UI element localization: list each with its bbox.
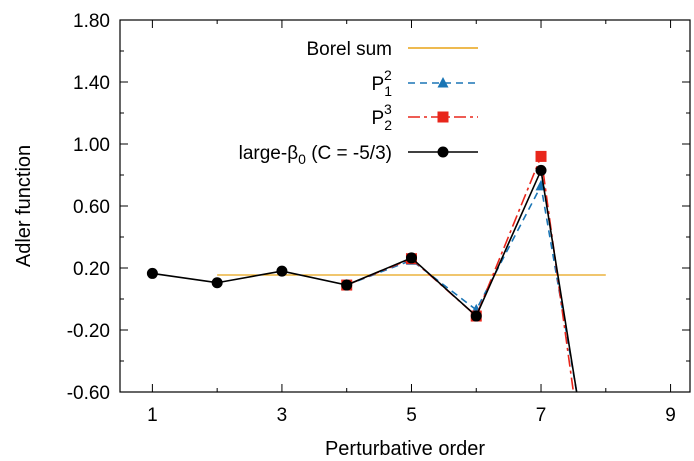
legend-marker <box>437 111 449 123</box>
y-tick-label: 1.40 <box>73 73 110 94</box>
y-tick-label: -0.20 <box>67 321 110 342</box>
series-line <box>152 167 578 392</box>
x-axis-label: Perturbative order <box>325 438 485 460</box>
plot-frame <box>119 19 691 393</box>
series-line <box>346 153 575 392</box>
series-3 <box>146 164 578 392</box>
x-tick-label: 5 <box>406 405 417 426</box>
y-axis-label: Adler function <box>13 145 35 267</box>
y-tick-label: 0.20 <box>73 259 110 280</box>
legend-label: Borel sum <box>306 39 392 60</box>
y-tick-label: -0.60 <box>67 383 110 404</box>
legend-label: P12 <box>372 67 393 99</box>
legend-label: P23 <box>372 101 393 133</box>
x-tick-label: 1 <box>147 405 158 426</box>
data-point <box>405 252 417 264</box>
x-tick-label: 9 <box>665 405 676 426</box>
series-line <box>346 183 578 392</box>
x-tick-label: 7 <box>536 405 547 426</box>
legend-marker <box>437 146 449 158</box>
legend-marker <box>437 77 449 88</box>
y-tick-label: 0.60 <box>73 197 110 218</box>
data-point <box>146 267 158 279</box>
data-point <box>535 150 547 162</box>
y-tick-label: 1.80 <box>73 11 110 32</box>
x-tick-label: 3 <box>277 405 288 426</box>
series-1 <box>341 179 578 392</box>
data-point <box>341 279 353 291</box>
legend-label: large-β0 (C = -5/3) <box>239 143 392 167</box>
data-point <box>470 310 482 322</box>
data-point <box>276 265 288 277</box>
data-point <box>535 164 547 176</box>
data-point <box>211 277 223 289</box>
y-tick-label: 1.00 <box>73 135 110 156</box>
